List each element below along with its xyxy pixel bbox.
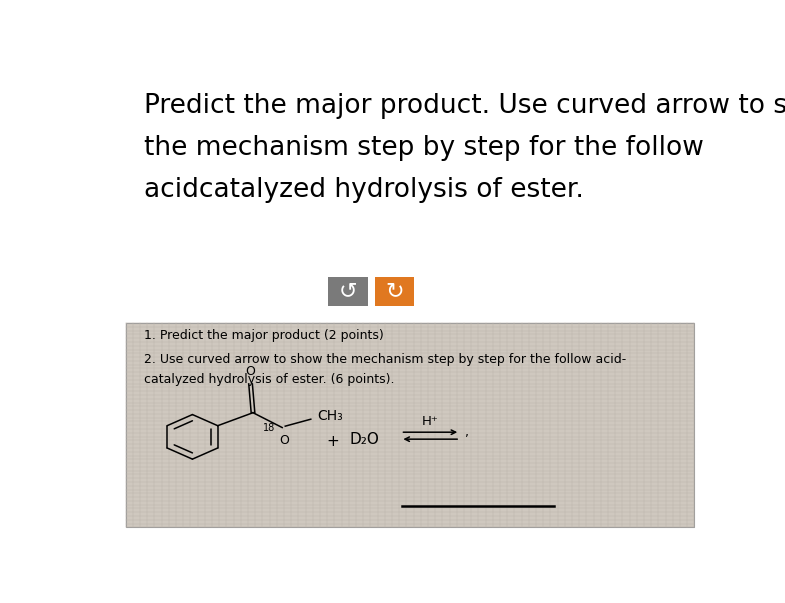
Text: ↻: ↻ [385,282,404,302]
Text: 1. Predict the major product (2 points): 1. Predict the major product (2 points) [144,329,384,342]
Text: the mechanism step by step for the follow: the mechanism step by step for the follo… [144,135,703,161]
Text: H⁺: H⁺ [422,415,439,428]
Text: ↺: ↺ [338,282,357,302]
Text: Predict the major product. Use curved arrow to show: Predict the major product. Use curved ar… [144,93,785,119]
Text: acidcatalyzed hydrolysis of ester.: acidcatalyzed hydrolysis of ester. [144,177,583,203]
Bar [375,277,414,306]
Text: O: O [246,365,255,378]
Text: catalyzed hydrolysis of ester. (6 points).: catalyzed hydrolysis of ester. (6 points… [144,373,394,387]
Text: +: + [326,434,338,449]
Bar [126,323,695,528]
Bar [328,277,367,306]
Text: 18: 18 [263,423,275,434]
Text: O: O [279,434,289,447]
Text: 2. Use curved arrow to show the mechanism step by step for the follow acid-: 2. Use curved arrow to show the mechanis… [144,353,626,366]
Text: CH₃: CH₃ [317,409,342,423]
Text: D₂O: D₂O [349,432,379,447]
Text: ,: , [466,426,469,439]
